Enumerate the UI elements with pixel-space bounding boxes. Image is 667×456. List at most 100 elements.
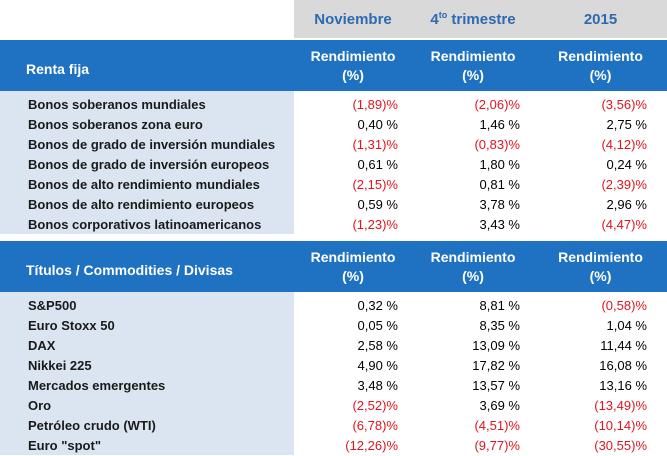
value-year: 2,75 %	[534, 114, 667, 134]
period-header-blank	[0, 0, 294, 38]
col-header-line1: Rendimiento	[430, 248, 516, 265]
value-q4: 1,80 %	[412, 154, 534, 174]
value-november: 3,48 %	[294, 375, 412, 395]
col-header-q4: Rendimiento (%)	[412, 241, 534, 292]
value-q4: 13,57 %	[412, 375, 534, 395]
equities-body: S&P500 0,32 % 8,81 % (0,58)% Euro Stoxx 50 0,…	[0, 295, 667, 455]
row-label: DAX	[0, 335, 294, 355]
value-q4: 8,81 %	[412, 295, 534, 315]
value-november: 0,59 %	[294, 194, 412, 214]
row-label: Bonos soberanos mundiales	[0, 94, 294, 114]
row-label: Bonos de alto rendimiento europeos	[0, 194, 294, 214]
value-year: (2,39)%	[534, 174, 667, 194]
value-q4: (9,77)%	[412, 435, 534, 455]
value-november: 0,61 %	[294, 154, 412, 174]
period-header: Noviembre 4to trimestre 2015	[0, 0, 667, 38]
col-header-line1: Rendimiento	[558, 47, 643, 64]
value-year: 11,44 %	[534, 335, 667, 355]
col-header-line2: (%)	[462, 267, 484, 284]
table-row: Mercados emergentes 3,48 % 13,57 % 13,16 %	[0, 375, 667, 395]
equities-header: Títulos / Commodities / Divisas Rendimie…	[0, 241, 667, 292]
value-year: 13,16 %	[534, 375, 667, 395]
col-header-year: Rendimiento (%)	[534, 40, 667, 91]
table-row: Euro "spot" (12,26)% (9,77)% (30,55)%	[0, 435, 667, 455]
value-november: 4,90 %	[294, 355, 412, 375]
value-year: 16,08 %	[534, 355, 667, 375]
value-november: 0,40 %	[294, 114, 412, 134]
value-year: 2,96 %	[534, 194, 667, 214]
value-q4: 17,82 %	[412, 355, 534, 375]
table-row: Bonos soberanos zona euro 0,40 % 1,46 % 2,7…	[0, 114, 667, 134]
value-q4: 13,09 %	[412, 335, 534, 355]
table-row: Bonos de grado de inversión europeos 0,61…	[0, 154, 667, 174]
fixed-income-table: Renta fija Rendimiento (%) Rendimiento (%)…	[0, 40, 667, 234]
row-label: Bonos corporativos latinoamericanos	[0, 214, 294, 234]
equities-table: Títulos / Commodities / Divisas Rendimie…	[0, 241, 667, 455]
value-q4: 0,81 %	[412, 174, 534, 194]
spacer-cell	[294, 292, 412, 295]
value-year: (13,49)%	[534, 395, 667, 415]
col-header-line1: Rendimiento	[310, 47, 396, 64]
spacer-cell	[412, 91, 534, 94]
col-header-line1: Rendimiento	[310, 248, 396, 265]
col-header-line2: (%)	[589, 267, 612, 284]
row-label: Bonos de grado de inversión europeos	[0, 154, 294, 174]
spacer-cell	[534, 292, 667, 295]
col-header-line1: Rendimiento	[430, 47, 516, 64]
fixed-income-title: Renta fija	[0, 40, 294, 91]
row-label: Bonos de alto rendimiento mundiales	[0, 174, 294, 194]
row-label: Euro "spot"	[0, 435, 294, 455]
value-year: (3,56)%	[534, 94, 667, 114]
table-row: Bonos corporativos latinoamericanos (1,23…	[0, 214, 667, 234]
value-year: (4,47)%	[534, 214, 667, 234]
value-november: (12,26)%	[294, 435, 412, 455]
spacer-cell	[0, 91, 294, 94]
value-year: (30,55)%	[534, 435, 667, 455]
col-header-line2: (%)	[342, 267, 364, 284]
col-header-year: Rendimiento (%)	[534, 241, 667, 292]
value-year: (0,58)%	[534, 295, 667, 315]
table-row: S&P500 0,32 % 8,81 % (0,58)%	[0, 295, 667, 315]
value-q4: 8,35 %	[412, 315, 534, 335]
row-label: Bonos de grado de inversión mundiales	[0, 134, 294, 154]
period-q4-sup: to	[438, 9, 448, 20]
spacer-cell	[534, 91, 667, 94]
value-november: (2,15)%	[294, 174, 412, 194]
period-q4: 4to trimestre	[412, 0, 534, 38]
value-year: (4,12)%	[534, 134, 667, 154]
value-november: (1,23)%	[294, 214, 412, 234]
period-november: Noviembre	[294, 0, 412, 38]
value-year: 0,24 %	[534, 154, 667, 174]
row-label: Nikkei 225	[0, 355, 294, 375]
row-label: Oro	[0, 395, 294, 415]
period-year: 2015	[534, 0, 667, 38]
value-year: 1,04 %	[534, 315, 667, 335]
value-q4: 1,46 %	[412, 114, 534, 134]
col-header-november: Rendimiento (%)	[294, 241, 412, 292]
value-november: (1,89)%	[294, 94, 412, 114]
value-q4: 3,78 %	[412, 194, 534, 214]
table-row: DAX 2,58 % 13,09 % 11,44 %	[0, 335, 667, 355]
row-label: Petróleo crudo (WTI)	[0, 415, 294, 435]
row-label: Euro Stoxx 50	[0, 315, 294, 335]
spacer-row	[0, 91, 667, 94]
value-q4: (2,06)%	[412, 94, 534, 114]
spacer-cell	[0, 292, 294, 295]
fixed-income-body: Bonos soberanos mundiales (1,89)% (2,06)%(…	[0, 94, 667, 234]
spacer-row	[0, 292, 667, 295]
table-row: Bonos soberanos mundiales (1,89)% (2,06)%(…	[0, 94, 667, 114]
table-row: Bonos de alto rendimiento mundiales (2,15…	[0, 174, 667, 194]
value-november: (6,78)%	[294, 415, 412, 435]
table-row: Nikkei 225 4,90 % 17,82 % 16,08 %	[0, 355, 667, 375]
col-header-line2: (%)	[462, 66, 484, 83]
table-row: Bonos de alto rendimiento europeos 0,59 %…	[0, 194, 667, 214]
value-q4: 3,69 %	[412, 395, 534, 415]
table-row: Oro (2,52)% 3,69 % (13,49)%	[0, 395, 667, 415]
value-november: 2,58 %	[294, 335, 412, 355]
value-november: 0,05 %	[294, 315, 412, 335]
spacer-cell	[294, 91, 412, 94]
value-year: (10,14)%	[534, 415, 667, 435]
table-row: Bonos de grado de inversión mundiales (1,…	[0, 134, 667, 154]
row-label: Bonos soberanos zona euro	[0, 114, 294, 134]
table-row: Euro Stoxx 50 0,05 % 8,35 % 1,04 %	[0, 315, 667, 335]
